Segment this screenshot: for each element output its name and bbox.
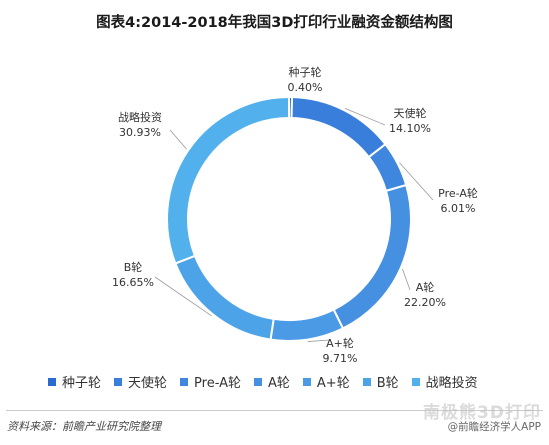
slice-value-label: 9.71% bbox=[323, 352, 358, 365]
chart-legend: 种子轮 天使轮 Pre-A轮 A轮 A+轮 B轮 战略投资 bbox=[48, 372, 491, 391]
legend-label: Pre-A轮 bbox=[194, 376, 241, 391]
source-note: 资料来源：前瞻产业研究院整理 bbox=[7, 420, 161, 433]
slice-value-label: 6.01% bbox=[441, 202, 476, 215]
legend-item: 种子轮 bbox=[48, 372, 101, 391]
slice-category-label: Pre-A轮 bbox=[438, 186, 478, 200]
slice-category-label: 种子轮 bbox=[289, 65, 322, 79]
legend-label: 种子轮 bbox=[62, 376, 102, 391]
leader-line bbox=[402, 268, 411, 291]
legend-label: 战略投资 bbox=[425, 376, 478, 391]
leader-line bbox=[344, 107, 386, 126]
slice-category-label: A+轮 bbox=[326, 336, 354, 350]
slice-value-label: 16.65% bbox=[112, 276, 154, 289]
slice-category-label: 天使轮 bbox=[394, 106, 427, 120]
donut-slice bbox=[332, 183, 412, 330]
slice-category-label: B轮 bbox=[124, 260, 143, 274]
legend-item: 战略投资 bbox=[411, 372, 478, 391]
slice-value-label: 30.93% bbox=[119, 126, 161, 139]
legend-swatch bbox=[48, 377, 56, 386]
legend-item: A轮 bbox=[254, 372, 290, 391]
leader-line bbox=[154, 276, 212, 317]
leader-line bbox=[399, 162, 434, 201]
legend-swatch bbox=[302, 377, 311, 386]
donut-slice bbox=[166, 95, 290, 265]
slice-value-label: 14.10% bbox=[389, 122, 431, 135]
slice-value-label: 0.40% bbox=[288, 81, 323, 94]
footer-divider bbox=[6, 410, 543, 411]
leader-line bbox=[307, 339, 331, 342]
slice-category-label: A轮 bbox=[416, 280, 435, 294]
legend-swatch bbox=[411, 377, 420, 386]
chart-title: 图表4:2014-2018年我国3D打印行业融资金额结构图 bbox=[96, 15, 453, 31]
legend-swatch bbox=[254, 377, 262, 386]
donut-slice bbox=[290, 96, 387, 159]
legend-item: B轮 bbox=[362, 372, 399, 391]
legend-label: B轮 bbox=[376, 376, 399, 391]
legend-label: A+轮 bbox=[316, 376, 350, 391]
donut-slice bbox=[174, 254, 275, 341]
legend-swatch bbox=[180, 377, 189, 386]
legend-swatch bbox=[114, 377, 123, 386]
credit-note: @前瞻经济学人APP bbox=[447, 421, 541, 433]
slice-value-label: 22.20% bbox=[404, 296, 446, 309]
watermark-text: 南极熊3D打印 bbox=[423, 403, 541, 423]
legend-item: A+轮 bbox=[302, 372, 350, 391]
slice-category-label: 战略投资 bbox=[118, 110, 162, 124]
legend-label: A轮 bbox=[268, 376, 290, 391]
legend-swatch bbox=[362, 377, 371, 386]
leader-line bbox=[169, 129, 187, 150]
legend-label: 天使轮 bbox=[128, 376, 168, 391]
legend-item: Pre-A轮 bbox=[180, 372, 241, 391]
legend-item: 天使轮 bbox=[114, 372, 167, 391]
